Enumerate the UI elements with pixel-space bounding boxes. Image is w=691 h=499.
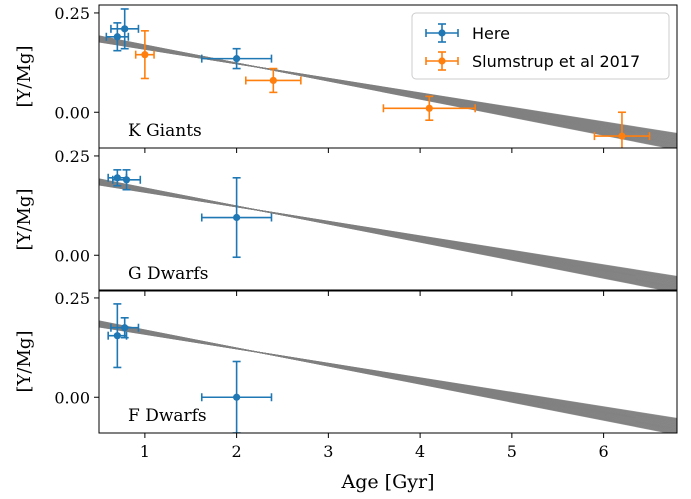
point-marker [113,332,121,340]
legend-entry: Here [425,23,510,43]
data-point [382,95,476,121]
data-point [200,360,273,433]
y-tick-label: 0.00 [54,103,90,122]
y-tick-label: 0.00 [54,246,90,265]
panel-label: K Giants [128,121,202,141]
model-line [99,178,671,291]
y-axis-label: [Y/Mg] [14,189,35,251]
legend-marker-dot [438,29,446,37]
series-1 [107,169,273,259]
point-marker [425,104,433,112]
data-point [244,67,302,94]
legend-marker-dot [438,57,446,65]
data-point [111,169,142,191]
panel-2: 0.25 0.00 [Y/Mg] G Dwarfs [14,147,678,296]
legend-label: Here [472,24,510,43]
x-tick-label: 5 [507,442,517,461]
x-tick-label: 6 [599,442,609,461]
x-tick-label: 1 [140,442,150,461]
series-1 [107,303,273,433]
panel-frame [98,147,678,292]
model-band [99,320,677,433]
point-marker [121,25,129,33]
data-point [110,317,140,339]
panel-label: G Dwarfs [128,264,208,284]
point-marker [618,132,626,140]
panel-frame [98,289,678,434]
data-point [105,22,130,52]
legend-label: Slumstrup et al 2017 [472,52,640,71]
y-tick-label: 0.25 [54,4,90,23]
data-point [107,303,128,369]
panel-label: F Dwarfs [128,406,207,426]
point-marker [233,393,241,401]
point-marker [141,51,149,59]
y-axis-label: [Y/Mg] [14,331,35,393]
point-marker [121,324,129,332]
series-2 [134,30,651,148]
panel-1: 0.25 0.00 [Y/Mg] K Giants [14,4,678,153]
series-1 [105,8,273,70]
data-point [110,8,140,50]
legend-entry: Slumstrup et al 2017 [425,51,640,71]
point-marker [122,176,131,184]
legend: Here Slumstrup et al 2017 [411,12,670,80]
data-point [134,30,155,80]
x-tick-label: 3 [323,442,333,461]
point-marker [113,33,121,41]
x-tick-label: 2 [232,442,242,461]
model-line [99,320,671,433]
point-marker [233,55,241,63]
panels-layer: 0.25 0.00 [Y/Mg] K Giants 0.25 0.00 [Y/Mg] G Dw… [14,4,678,438]
x-axis-label: Age [Gyr] [341,471,435,493]
panel-3: 0.25 0.00 [Y/Mg] F Dwarfs [14,289,678,438]
y-tick-label: 0.25 [54,147,90,166]
data-point [200,176,273,259]
x-axis: 1 2 3 4 5 6 [140,442,609,461]
model-line [99,35,671,148]
y-tick-label: 0.25 [54,289,90,308]
point-marker [269,76,277,85]
model-band [99,178,677,291]
model-band [99,35,677,148]
point-marker [233,213,241,222]
y-tick-label: 0.00 [54,388,90,407]
x-tick-label: 4 [415,442,425,461]
legend-box [411,12,670,80]
data-point [200,47,273,70]
y-axis-label: [Y/Mg] [14,46,35,108]
data-point [593,111,651,148]
